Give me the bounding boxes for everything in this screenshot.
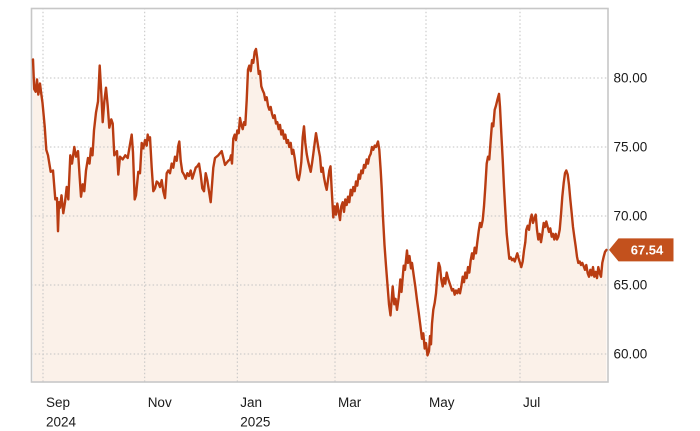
y-tick-label: 80.00 <box>614 71 648 86</box>
x-tick-label: Sep <box>46 395 70 410</box>
plot-frame <box>30 7 609 383</box>
x-tick-label: May <box>429 395 455 410</box>
y-tick-label: 70.00 <box>614 209 648 224</box>
y-tick-label: 65.00 <box>614 278 648 293</box>
y-axis-labels: 80.00 75.00 70.00 65.00 60.00 <box>614 71 648 362</box>
area-fill <box>33 49 607 382</box>
x-tick-year-label: 2024 <box>46 415 77 430</box>
x-tick-label: Nov <box>148 395 172 410</box>
y-tick-label: 75.00 <box>614 140 648 155</box>
gridlines <box>31 8 608 382</box>
x-tick-year-label: 2025 <box>240 415 270 430</box>
x-tick-label: Jul <box>523 395 540 410</box>
price-line <box>31 47 608 357</box>
last-price-badge: 67.54 <box>609 238 674 262</box>
x-axis-labels: Sep 2024 Nov Jan 2025 Mar May Jul <box>46 395 540 430</box>
x-tick-label: Jan <box>240 395 262 410</box>
y-tick-label: 60.00 <box>614 347 648 362</box>
last-price-badge-shape <box>609 238 674 262</box>
x-tick-label: Mar <box>338 395 362 410</box>
last-price-label: 67.54 <box>631 243 664 258</box>
